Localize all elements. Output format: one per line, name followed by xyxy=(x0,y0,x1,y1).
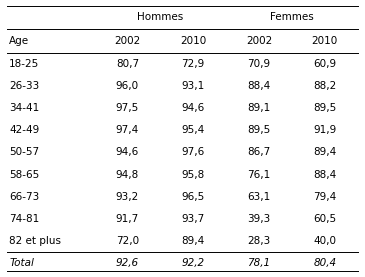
Text: 97,5: 97,5 xyxy=(116,103,139,113)
Text: Hommes: Hommes xyxy=(137,12,183,22)
Text: 92,2: 92,2 xyxy=(182,258,205,268)
Text: 96,0: 96,0 xyxy=(116,81,139,91)
Text: 70,9: 70,9 xyxy=(247,59,270,69)
Text: 93,2: 93,2 xyxy=(116,192,139,202)
Text: 89,4: 89,4 xyxy=(313,147,337,157)
Text: 92,6: 92,6 xyxy=(116,258,139,268)
Text: 60,5: 60,5 xyxy=(313,214,337,224)
Text: 89,1: 89,1 xyxy=(247,103,270,113)
Text: 72,9: 72,9 xyxy=(181,59,205,69)
Text: 28,3: 28,3 xyxy=(247,236,270,246)
Text: 88,4: 88,4 xyxy=(247,81,270,91)
Text: 18-25: 18-25 xyxy=(9,59,39,69)
Text: 39,3: 39,3 xyxy=(247,214,270,224)
Text: 94,6: 94,6 xyxy=(116,147,139,157)
Text: 88,4: 88,4 xyxy=(313,170,337,179)
Text: 80,7: 80,7 xyxy=(116,59,139,69)
Text: 34-41: 34-41 xyxy=(9,103,39,113)
Text: 72,0: 72,0 xyxy=(116,236,139,246)
Text: 2010: 2010 xyxy=(312,36,338,46)
Text: 74-81: 74-81 xyxy=(9,214,39,224)
Text: Age: Age xyxy=(9,36,29,46)
Text: Femmes: Femmes xyxy=(270,12,314,22)
Text: 93,1: 93,1 xyxy=(181,81,205,91)
Text: 91,7: 91,7 xyxy=(116,214,139,224)
Text: 80,4: 80,4 xyxy=(313,258,337,268)
Text: 79,4: 79,4 xyxy=(313,192,337,202)
Text: 26-33: 26-33 xyxy=(9,81,39,91)
Text: 78,1: 78,1 xyxy=(247,258,270,268)
Text: 58-65: 58-65 xyxy=(9,170,39,179)
Text: 2002: 2002 xyxy=(114,36,141,46)
Text: 95,4: 95,4 xyxy=(181,125,205,135)
Text: 42-49: 42-49 xyxy=(9,125,39,135)
Text: 89,4: 89,4 xyxy=(181,236,205,246)
Text: 95,8: 95,8 xyxy=(181,170,205,179)
Text: 91,9: 91,9 xyxy=(313,125,337,135)
Text: 2002: 2002 xyxy=(246,36,272,46)
Text: 93,7: 93,7 xyxy=(181,214,205,224)
Text: 89,5: 89,5 xyxy=(247,125,270,135)
Text: 60,9: 60,9 xyxy=(313,59,337,69)
Text: 88,2: 88,2 xyxy=(313,81,337,91)
Text: 40,0: 40,0 xyxy=(313,236,336,246)
Text: 2010: 2010 xyxy=(180,36,206,46)
Text: 66-73: 66-73 xyxy=(9,192,39,202)
Text: Total: Total xyxy=(9,258,34,268)
Text: 97,4: 97,4 xyxy=(116,125,139,135)
Text: 86,7: 86,7 xyxy=(247,147,270,157)
Text: 97,6: 97,6 xyxy=(181,147,205,157)
Text: 94,6: 94,6 xyxy=(181,103,205,113)
Text: 96,5: 96,5 xyxy=(181,192,205,202)
Text: 89,5: 89,5 xyxy=(313,103,337,113)
Text: 76,1: 76,1 xyxy=(247,170,270,179)
Text: 82 et plus: 82 et plus xyxy=(9,236,61,246)
Text: 94,8: 94,8 xyxy=(116,170,139,179)
Text: 50-57: 50-57 xyxy=(9,147,39,157)
Text: 63,1: 63,1 xyxy=(247,192,270,202)
